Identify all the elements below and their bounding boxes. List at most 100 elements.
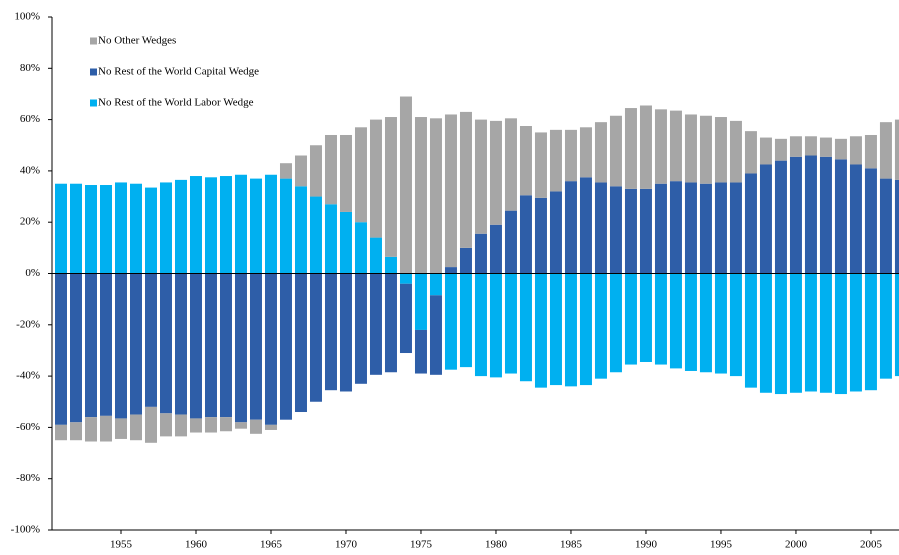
bar-segment bbox=[444, 273, 457, 370]
bar-segment bbox=[789, 136, 802, 157]
bar-segment bbox=[219, 417, 232, 432]
bar-segment bbox=[174, 414, 187, 437]
x-tick-label: 1980 bbox=[485, 539, 508, 551]
bar-segment bbox=[714, 182, 727, 274]
legend-label: No Rest of the World Capital Wedge bbox=[98, 66, 259, 78]
y-tick-label: 100% bbox=[14, 11, 40, 23]
bar-segment bbox=[114, 418, 127, 439]
bar-segment bbox=[849, 136, 862, 165]
bar-segment bbox=[159, 182, 172, 274]
bar-segment bbox=[579, 177, 592, 274]
bar-segment bbox=[774, 138, 787, 161]
legend-swatch bbox=[90, 68, 97, 76]
bar-segment bbox=[384, 256, 397, 274]
bar-segment bbox=[564, 181, 577, 274]
bar-segment bbox=[129, 273, 142, 415]
bar-segment bbox=[729, 120, 742, 183]
bar-segment bbox=[654, 183, 667, 274]
bar-segment bbox=[564, 129, 577, 182]
bar-segment bbox=[624, 188, 637, 274]
bar-segment bbox=[849, 273, 862, 392]
bar-segment bbox=[174, 273, 187, 415]
y-tick-label: -20% bbox=[16, 318, 40, 330]
x-tick-label: 1960 bbox=[185, 539, 208, 551]
bar-segment bbox=[684, 273, 697, 371]
bar-segment bbox=[54, 273, 67, 425]
bar-segment bbox=[159, 413, 172, 437]
bar-segment bbox=[234, 273, 247, 423]
bar-segment bbox=[834, 138, 847, 160]
bar-segment bbox=[699, 115, 712, 184]
bar-segment bbox=[729, 182, 742, 274]
legend-label: No Other Wedges bbox=[98, 35, 176, 47]
bar-segment bbox=[399, 283, 412, 354]
bar-segment bbox=[624, 273, 637, 365]
bar-segment bbox=[444, 114, 457, 268]
bar-segment bbox=[549, 191, 562, 274]
legend-swatch bbox=[90, 99, 97, 107]
bar-segment bbox=[204, 273, 217, 418]
bar-segment bbox=[99, 415, 112, 442]
bar-segment bbox=[714, 117, 727, 183]
bar-segment bbox=[894, 273, 899, 377]
bar-segment bbox=[879, 273, 892, 379]
bar-segment bbox=[309, 196, 322, 274]
x-tick-label: 1970 bbox=[335, 539, 358, 551]
bar-segment bbox=[819, 273, 832, 393]
bar-segment bbox=[864, 273, 877, 391]
bar-segment bbox=[399, 273, 412, 284]
bar-segment bbox=[489, 273, 502, 378]
bar-segment bbox=[189, 176, 202, 274]
legend-swatch bbox=[90, 37, 97, 45]
bar-segment bbox=[474, 273, 487, 377]
bar-segment bbox=[69, 273, 82, 423]
bar-segment bbox=[279, 163, 292, 179]
bar-segment bbox=[669, 110, 682, 182]
y-tick-label: 0% bbox=[25, 267, 40, 279]
bar-segment bbox=[324, 273, 337, 391]
bar-segment bbox=[114, 273, 127, 419]
bar-segment bbox=[264, 273, 277, 425]
bar-segment bbox=[474, 119, 487, 234]
bar-segment bbox=[309, 145, 322, 197]
bar-segment bbox=[549, 273, 562, 386]
bar-segment bbox=[669, 273, 682, 369]
bar-segment bbox=[894, 179, 899, 274]
bar-segment bbox=[519, 195, 532, 274]
bar-segment bbox=[414, 273, 427, 330]
bar-segment bbox=[489, 120, 502, 225]
x-tick-label: 1990 bbox=[635, 539, 658, 551]
bar-segment bbox=[399, 96, 412, 274]
legend-label: No Rest of the World Labor Wedge bbox=[98, 97, 254, 109]
bar-segment bbox=[774, 273, 787, 395]
bar-segment bbox=[549, 129, 562, 192]
bar-segment bbox=[294, 273, 307, 413]
bar-segment bbox=[264, 174, 277, 274]
bar-segment bbox=[639, 105, 652, 189]
bar-segment bbox=[429, 273, 442, 296]
bar-segment bbox=[279, 273, 292, 420]
y-tick-label: 40% bbox=[20, 164, 40, 176]
bar-segment bbox=[654, 109, 667, 184]
bar-segment bbox=[264, 424, 277, 430]
bar-segment bbox=[609, 273, 622, 373]
bar-segment bbox=[759, 273, 772, 393]
bar-segment bbox=[744, 173, 757, 274]
bar-segment bbox=[819, 156, 832, 274]
bar-segment bbox=[834, 159, 847, 274]
bar-segment bbox=[654, 273, 667, 365]
x-tick-label: 1965 bbox=[260, 539, 283, 551]
x-tick-label: 1975 bbox=[410, 539, 433, 551]
bar-segment bbox=[84, 185, 97, 274]
bar-segment bbox=[459, 111, 472, 248]
bar-segment bbox=[219, 176, 232, 274]
bar-segment bbox=[54, 183, 67, 274]
bar-segment bbox=[669, 181, 682, 274]
x-tick-label: 1995 bbox=[710, 539, 733, 551]
bar-segment bbox=[639, 273, 652, 362]
x-tick-label: 2005 bbox=[860, 539, 883, 551]
bar-segment bbox=[294, 155, 307, 187]
bar-segment bbox=[84, 417, 97, 442]
